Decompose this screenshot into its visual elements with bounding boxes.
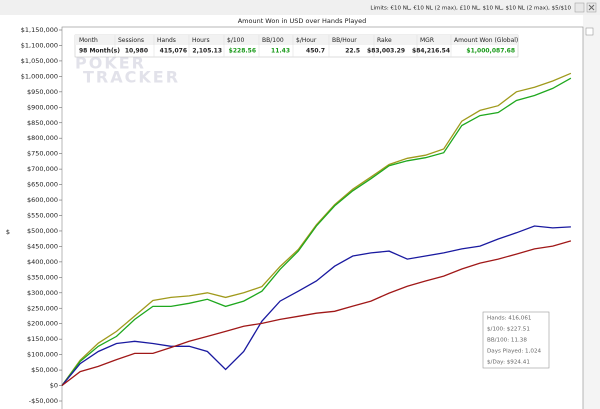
y-tick-label: $1,050,000 (21, 57, 58, 65)
y-tick-label: $600,000 (27, 196, 58, 204)
table-cell: 2,105.13 (192, 48, 222, 55)
table-header: Hands (157, 37, 176, 44)
summary-header-bg (75, 35, 518, 45)
options-icon[interactable] (574, 2, 585, 13)
table-cell: $84,216.54 (412, 48, 450, 55)
series-line (61, 72, 572, 386)
series-line (61, 77, 572, 386)
y-tick-label: -$50,000 (29, 397, 58, 405)
close-glyph (588, 4, 595, 11)
y-tick-label: $100,000 (27, 351, 58, 359)
tooltip-line: BB/100: 11.38 (487, 338, 527, 344)
y-tick-label: $700,000 (27, 165, 58, 173)
y-tick-label: $800,000 (27, 134, 58, 142)
series-line (61, 225, 571, 386)
y-axis-label: $ (6, 228, 10, 236)
table-cell: $228.56 (229, 48, 256, 55)
chart-title: Amount Won in USD over Hands Played (238, 17, 367, 25)
right-strip (583, 15, 600, 409)
table-cell: 11.43 (271, 48, 290, 55)
table-cell: 10,980 (125, 48, 148, 55)
table-cell: $83,003.29 (367, 48, 405, 55)
limits-text: Limits: €10 NL, €10 NL (2 max), £10 NL, … (370, 6, 571, 12)
y-tick-label: $1,000,000 (21, 72, 58, 80)
table-header: Sessions (118, 37, 144, 44)
y-tick-label: $200,000 (27, 320, 58, 328)
table-cell: 415,076 (160, 48, 187, 55)
y-tick-label: $900,000 (27, 103, 58, 111)
y-tick-label: $300,000 (27, 289, 58, 297)
y-tick-label: $650,000 (27, 181, 58, 189)
y-tick-label: $1,150,000 (21, 26, 58, 34)
tooltip (482, 311, 550, 369)
watermark: TRACKER (83, 68, 180, 87)
chart-toggle[interactable] (585, 27, 594, 36)
y-tick-label: $350,000 (27, 273, 58, 281)
y-tick-label: $400,000 (27, 258, 58, 266)
tooltip-line: $/100: $227.51 (487, 327, 530, 333)
table-cell: 450.7 (306, 48, 325, 55)
y-tick-label: $850,000 (27, 119, 58, 127)
y-tick-label: $550,000 (27, 212, 58, 220)
table-header: BB/100 (262, 37, 284, 44)
table-header: $/100 (227, 37, 244, 44)
table-header: MGR (420, 37, 434, 44)
watermark: POKER (75, 54, 146, 73)
table-header: Amount Won (Global) (454, 37, 518, 44)
table-cell: 98 Month(s) (79, 48, 120, 55)
table-header: Rake (377, 37, 392, 44)
y-tick-label: $1,100,000 (21, 41, 58, 49)
y-tick-label: $950,000 (27, 88, 58, 96)
series-line (61, 240, 572, 387)
y-tick-label: $50,000 (31, 366, 58, 374)
table-cell: 22.5 (345, 48, 360, 55)
table-header: BB/Hour (332, 37, 357, 44)
y-tick-label: $750,000 (27, 150, 58, 158)
y-tick-label: $500,000 (27, 227, 58, 235)
tooltip-line: Days Played: 1,024 (487, 349, 542, 355)
tooltip-line: Hands: 416,061 (487, 316, 532, 322)
y-tick-label: $250,000 (27, 304, 58, 312)
table-header: Month (79, 37, 98, 44)
table-header: Hours (192, 37, 210, 44)
y-tick-label: $450,000 (27, 242, 58, 250)
table-header: $/Hour (296, 37, 317, 44)
tooltip-line: $/Day: $924.41 (487, 360, 530, 366)
y-tick-label: $0 (50, 382, 58, 390)
table-cell: $1,000,087.68 (466, 48, 515, 55)
top-bar (0, 0, 600, 15)
y-tick-label: $150,000 (27, 335, 58, 343)
